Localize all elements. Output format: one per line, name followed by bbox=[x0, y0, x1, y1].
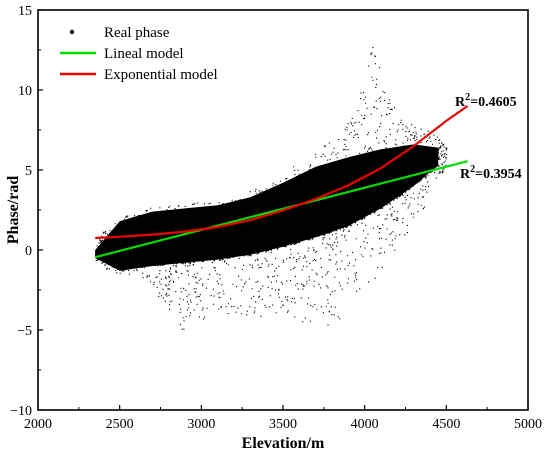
legend-real-phase-marker bbox=[69, 29, 75, 35]
x-tick-label: 3000 bbox=[187, 417, 215, 432]
legend: Real phase Lineal model Exponential mode… bbox=[60, 25, 218, 83]
lineal-r-squared: R2=0.3954 bbox=[460, 164, 522, 182]
y-tick-label: 5 bbox=[25, 164, 32, 179]
exponential-model-line bbox=[95, 105, 469, 240]
real-phase-dense-region bbox=[95, 144, 439, 271]
y-tick-label: 0 bbox=[25, 244, 32, 259]
y-tick-label: −5 bbox=[17, 324, 32, 339]
x-tick-label: 2500 bbox=[106, 417, 134, 432]
legend-exponential-model-label: Exponential model bbox=[104, 67, 218, 83]
lineal-model-line bbox=[94, 160, 468, 259]
r-squared-annotations: R2=0.4605 R2=0.3954 bbox=[455, 92, 522, 182]
x-tick-label: 3500 bbox=[269, 417, 297, 432]
y-tick-label: 15 bbox=[18, 4, 32, 19]
exponential-r-squared: R2=0.4605 bbox=[455, 92, 517, 110]
x-tick-label: 5000 bbox=[514, 417, 542, 432]
axis-ticks: 2000 2500 3000 3500 4000 4500 5000 −10 −5 0 5 10 15 bbox=[10, 4, 542, 432]
x-tick-label: 4500 bbox=[432, 417, 460, 432]
model-lines bbox=[94, 105, 469, 259]
y-axis-label: Phase/rad bbox=[5, 176, 22, 245]
y-tick-label: −10 bbox=[10, 404, 32, 419]
y-tick-label: 10 bbox=[18, 84, 32, 99]
x-tick-label: 2000 bbox=[24, 417, 52, 432]
legend-real-phase-label: Real phase bbox=[104, 25, 170, 41]
x-tick-label: 4000 bbox=[351, 417, 379, 432]
x-axis-label: Elevation/m bbox=[242, 435, 325, 452]
real-phase-scatter-points bbox=[95, 47, 448, 330]
legend-lineal-model-label: Lineal model bbox=[104, 46, 184, 62]
